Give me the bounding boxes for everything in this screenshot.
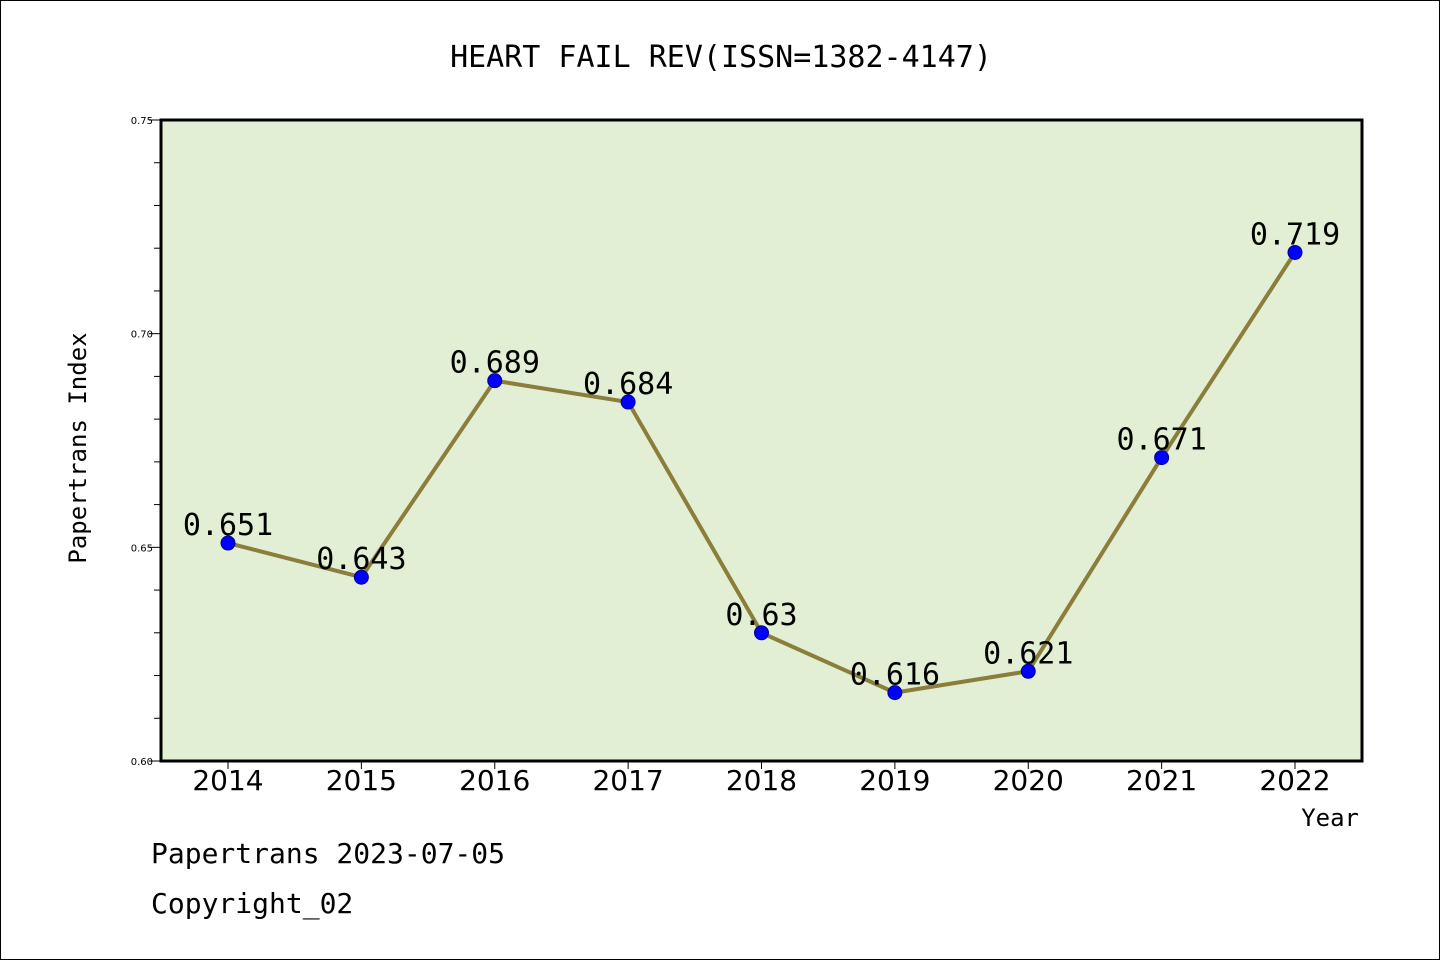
chart-title: HEART FAIL REV(ISSN=1382-4147)	[450, 40, 992, 75]
footer-date: Papertrans 2023-07-05	[151, 837, 506, 870]
data-label: 0.63	[725, 598, 797, 633]
data-point	[1154, 450, 1170, 466]
x-tick-label: 2014	[192, 764, 263, 797]
x-axis: 2014 2015 2016 2017 2018 2019 2020 2021 2022	[192, 761, 1331, 797]
data-point	[1020, 663, 1036, 679]
data-label: 0.643	[316, 542, 406, 577]
y-tick-label: 0.75	[131, 116, 153, 127]
data-label: 0.684	[583, 367, 673, 402]
y-axis-label: Papertrans Index	[64, 332, 92, 563]
x-tick-label: 2017	[592, 764, 663, 797]
data-point	[754, 625, 769, 641]
x-tick-label: 2018	[726, 764, 797, 797]
plot-area	[159, 118, 1364, 763]
data-labels: 0.651 0.643 0.689 0.684 0.63 0.616 0.621 0.671 0…	[183, 217, 1340, 692]
y-tick-label: 0.70	[131, 330, 153, 341]
data-point	[220, 535, 236, 551]
data-points	[220, 244, 1303, 701]
footer-copyright: Copyright_02	[151, 887, 354, 920]
data-label: 0.616	[850, 658, 940, 693]
x-tick-label: 2019	[859, 764, 930, 797]
data-label: 0.719	[1250, 217, 1340, 252]
data-point	[1287, 244, 1303, 260]
y-tick-label: 0.60	[131, 757, 153, 768]
x-tick-label: 2020	[993, 764, 1064, 797]
y-axis: 0.60 0.65 0.70 0.75	[131, 116, 161, 768]
data-label: 0.651	[183, 508, 273, 543]
data-point	[353, 569, 369, 585]
x-tick-label: 2015	[326, 764, 397, 797]
data-label: 0.689	[450, 346, 540, 381]
data-label: 0.671	[1116, 423, 1206, 458]
x-axis-label: Year	[1301, 804, 1359, 832]
data-point	[620, 394, 636, 410]
x-tick-label: 2022	[1259, 764, 1330, 797]
data-point	[487, 373, 503, 389]
data-point	[887, 685, 903, 701]
data-label: 0.621	[983, 636, 1073, 671]
y-tick-label: 0.65	[131, 543, 153, 554]
x-tick-label: 2016	[459, 764, 530, 797]
x-tick-label: 2021	[1126, 764, 1197, 797]
